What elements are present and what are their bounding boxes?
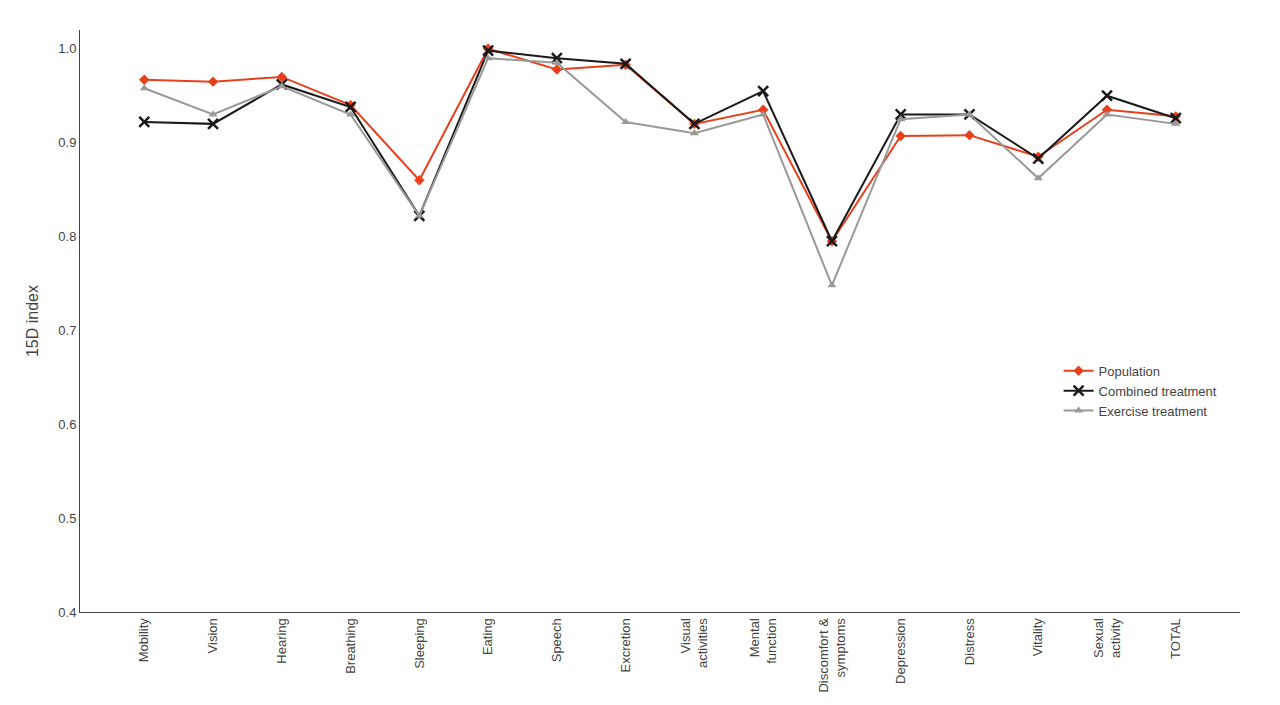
svg-text:Population: Population	[1099, 364, 1160, 379]
svg-text:Vision: Vision	[205, 618, 220, 653]
svg-text:Eating: Eating	[480, 618, 495, 655]
svg-text:Excretion: Excretion	[618, 618, 633, 672]
svg-text:Sexualactivity: Sexualactivity	[1091, 618, 1123, 658]
svg-text:TOTAL: TOTAL	[1168, 618, 1183, 659]
svg-text:0.9: 0.9	[58, 135, 76, 150]
svg-text:Combined treatment: Combined treatment	[1099, 384, 1217, 399]
svg-text:Hearing: Hearing	[274, 618, 289, 664]
svg-text:15D index: 15D index	[24, 285, 41, 357]
svg-text:Visualactivities: Visualactivities	[678, 618, 710, 668]
svg-text:Discomfort &symptoms: Discomfort &symptoms	[816, 618, 848, 693]
svg-text:Depression: Depression	[893, 618, 908, 684]
svg-text:Speech: Speech	[549, 618, 564, 662]
svg-text:0.6: 0.6	[58, 417, 76, 432]
svg-text:1.0: 1.0	[58, 41, 76, 56]
svg-text:Vitality: Vitality	[1030, 618, 1045, 657]
svg-text:0.5: 0.5	[58, 511, 76, 526]
svg-text:0.4: 0.4	[58, 605, 76, 620]
svg-text:0.7: 0.7	[58, 323, 76, 338]
svg-text:Sleeping: Sleeping	[412, 618, 427, 669]
svg-text:0.8: 0.8	[58, 229, 76, 244]
svg-text:Exercise treatment: Exercise treatment	[1099, 404, 1208, 419]
svg-text:Mobility: Mobility	[136, 618, 151, 663]
svg-text:Breathing: Breathing	[343, 618, 358, 674]
svg-text:Distress: Distress	[962, 618, 977, 665]
svg-text:Mentalfunction: Mentalfunction	[747, 618, 779, 664]
